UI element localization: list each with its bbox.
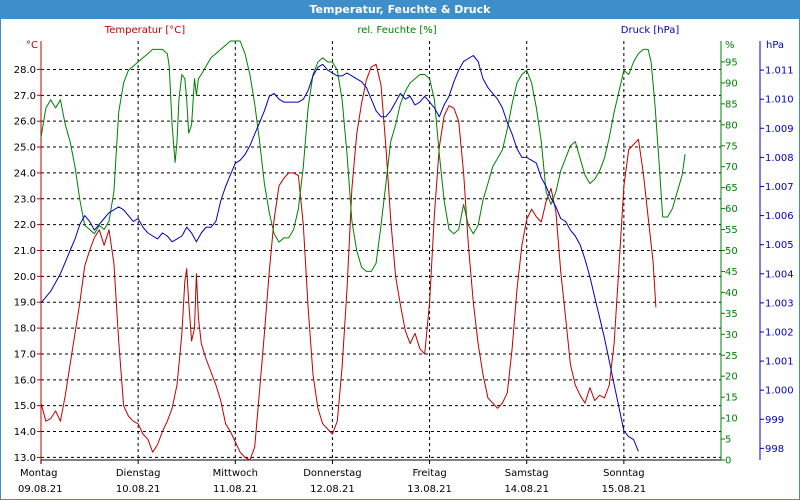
pressure-tick-label: 1.001 [765,357,794,368]
axes [37,41,764,464]
humidity-tick-label: 5 [725,435,731,446]
x-tick-date: 12.08.21 [310,484,355,495]
temperature-tick-label: 19.0 [14,298,36,309]
temperature-tick-label: 20.0 [14,272,36,283]
humidity-tick-label: 70 [725,162,738,173]
temperature-tick-label: 28.0 [14,65,36,76]
pressure-tick-label: 1.005 [765,240,794,251]
pressure-tick-label: 1.006 [765,211,794,222]
series-line-pressure [40,55,639,452]
humidity-tick-label: 40 [725,288,738,299]
humidity-tick-label: 15 [725,393,738,404]
temperature-tick-label: 24.0 [14,168,36,179]
humidity-tick-label: 65 [725,183,738,194]
humidity-tick-label: 95 [725,57,738,68]
x-tick-date: 15.08.21 [602,484,647,495]
temperature-tick-label: 21.0 [14,246,36,257]
pressure-tick-label: 1.004 [765,269,794,280]
pressure-tick-label: 1.008 [765,153,794,164]
temperature-tick-label: 14.0 [14,427,36,438]
humidity-tick-label: 90 [725,78,738,89]
series-line-humidity [40,40,686,272]
pressure-tick-label: 1.010 [765,95,794,106]
pressure-tick-label: 1.003 [765,298,794,309]
humidity-tick-label: 45 [725,267,738,278]
pressure-tick-label: 1.002 [765,327,794,338]
humidity-tick-label: 55 [725,225,738,236]
tick-labels: 13.0 14.0 15.0 16.0 17.0 18.0 19.0 20.0 21.0 22.0… [14,57,794,495]
series-line-temperature [40,63,657,461]
x-tick-day: Freitag [412,468,446,479]
temperature-tick-label: 16.0 [14,375,36,386]
pressure-tick-label: 998 [765,444,784,455]
humidity-tick-label: 30 [725,330,738,341]
humidity-tick-label: 35 [725,309,738,320]
temperature-tick-label: 17.0 [14,349,36,360]
pressure-tick-label: 1.009 [765,124,794,135]
x-tick-day: Montag [20,468,57,479]
pressure-unit: hPa [766,40,784,51]
temperature-tick-label: 15.0 [14,401,36,412]
humidity-tick-label: 50 [725,246,738,257]
temperature-tick-label: 22.0 [14,220,36,231]
x-tick-date: 11.08.21 [213,484,258,495]
humidity-tick-label: 0 [725,456,731,467]
pressure-axis-label: Druck [hPa] [621,25,680,36]
pressure-tick-label: 999 [765,415,784,426]
humidity-tick-label: 75 [725,141,738,152]
x-tick-date: 14.08.21 [504,484,549,495]
x-tick-day: Sonntag [603,468,645,479]
temperature-tick-label: 26.0 [14,117,36,128]
temperature-tick-label: 18.0 [14,324,36,335]
temperature-unit: °C [26,40,38,51]
humidity-tick-label: 60 [725,204,738,215]
humidity-tick-label: 20 [725,372,738,383]
series-lines [40,40,686,461]
x-tick-date: 10.08.21 [116,484,161,495]
pressure-tick-label: 1.000 [765,386,794,397]
pressure-tick-label: 1.007 [765,182,794,193]
humidity-tick-label: 85 [725,99,738,110]
x-tick-day: Mittwoch [213,468,258,479]
temperature-axis-label: Temperatur [°C] [104,25,185,36]
x-tick-day: Samstag [505,468,549,479]
humidity-unit: % [725,40,735,51]
x-tick-date: 13.08.21 [407,484,452,495]
chart-title: Temperatur, Feuchte & Druck [0,0,800,19]
grid [41,41,721,460]
temperature-tick-label: 25.0 [14,143,36,154]
x-tick-date: 09.08.21 [18,484,63,495]
temperature-tick-label: 23.0 [14,194,36,205]
x-tick-day: Dienstag [116,468,161,479]
humidity-tick-label: 25 [725,351,738,362]
humidity-axis-label: rel. Feuchte [%] [357,25,436,36]
temperature-tick-label: 13.0 [14,453,36,464]
humidity-tick-label: 10 [725,414,738,425]
humidity-tick-label: 80 [725,120,738,131]
temperature-tick-label: 27.0 [14,91,36,102]
pressure-tick-label: 1.011 [765,66,794,77]
axis-labels: Temperatur [°C] rel. Feuchte [%] Druck [hP… [26,25,784,51]
x-tick-day: Donnerstag [303,468,361,479]
